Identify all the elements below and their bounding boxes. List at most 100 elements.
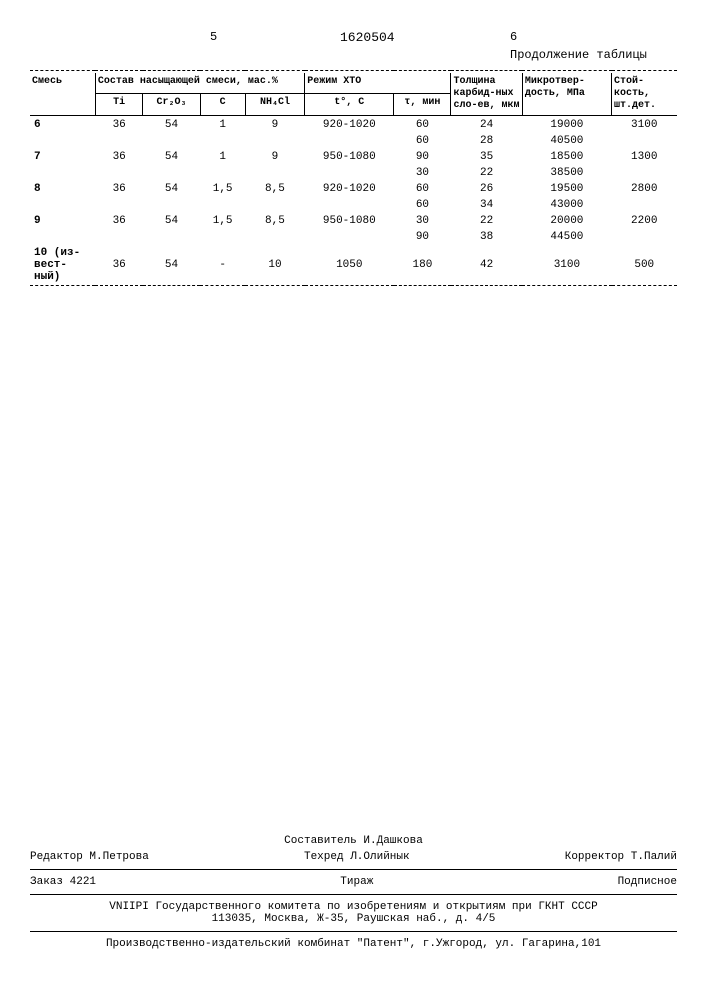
table-cell [305, 165, 394, 181]
order-row: Заказ 4221 Тираж Подписное [30, 876, 677, 888]
table-cell: 10 [245, 245, 304, 286]
table-cell: 60 [394, 133, 451, 149]
table-cell [200, 133, 245, 149]
table-cell: 24 [451, 117, 522, 133]
table-row: 602840500 [30, 133, 677, 149]
table-cell: 90 [394, 229, 451, 245]
table-cell [30, 229, 95, 245]
table-cell [143, 229, 200, 245]
podpisnoe: Подписное [618, 876, 677, 888]
table-cell: 1,5 [200, 213, 245, 229]
th-regime: Режим ХТО [305, 73, 451, 94]
table-cell: 1 [200, 117, 245, 133]
th-composition: Состав насыщающей смеси, мас.% [95, 73, 304, 94]
table-cell: 40500 [522, 133, 611, 149]
table-cell [30, 165, 95, 181]
credits-row: Редактор М.Петрова Техред Л.Олийнык Корр… [30, 851, 677, 863]
compiler-label: Составитель [284, 835, 357, 847]
table-cell: 42 [451, 245, 522, 286]
table-cell [30, 133, 95, 149]
th-c: C [200, 93, 245, 115]
table-cell: 30 [394, 213, 451, 229]
table-cell: 180 [394, 245, 451, 286]
table-cell [612, 197, 678, 213]
table-cell: 54 [143, 213, 200, 229]
th-microhardness: Микротвер-дость, МПа [522, 73, 611, 116]
table-cell: 1300 [612, 149, 678, 165]
th-temp: t°, С [305, 93, 394, 115]
table-cell: 36 [95, 149, 143, 165]
table-cell: 20000 [522, 213, 611, 229]
corrector-label: Корректор [565, 851, 624, 863]
table-cell [143, 133, 200, 149]
table-cell: 920-1020 [305, 181, 394, 197]
table-cell [200, 197, 245, 213]
th-cr2o3: Cr₂O₃ [143, 93, 200, 115]
tiraz: Тираж [340, 876, 373, 888]
page-col-left: 5 [210, 30, 217, 44]
table-cell [95, 133, 143, 149]
table-row: 936541,58,5950-10803022200002200 [30, 213, 677, 229]
table-cell: 54 [143, 117, 200, 133]
table-cell: - [200, 245, 245, 286]
table-cell [200, 165, 245, 181]
techred-name: Л.Олийнык [350, 851, 409, 863]
table-cell: 54 [143, 181, 200, 197]
table-row: 6365419920-10206024190003100 [30, 117, 677, 133]
table-cell [612, 229, 678, 245]
table-cell: 9 [30, 213, 95, 229]
page-col-right: 6 [510, 30, 517, 44]
table-cell: 30 [394, 165, 451, 181]
table-row: 10 (из-вест-ный)3654-101050180423100500 [30, 245, 677, 286]
table-cell [305, 133, 394, 149]
table-cell: 10 (из-вест-ный) [30, 245, 95, 286]
table-cell [245, 229, 304, 245]
table-cell: 44500 [522, 229, 611, 245]
table-cell: 43000 [522, 197, 611, 213]
compiler-name: И.Дашкова [363, 835, 422, 847]
table-cell: 2200 [612, 213, 678, 229]
page-footer: Составитель И.Дашкова Редактор М.Петрова… [30, 835, 677, 950]
table-cell: 1,5 [200, 181, 245, 197]
th-mix: Смесь [30, 73, 95, 116]
table-cell: 54 [143, 245, 200, 286]
table-cell: 7 [30, 149, 95, 165]
table-cell: 36 [95, 213, 143, 229]
table-row: 903844500 [30, 229, 677, 245]
table-cell: 1050 [305, 245, 394, 286]
table-cell [305, 229, 394, 245]
th-thickness: Толщина карбид-ных сло-ев, мкм [451, 73, 522, 116]
table-cell: 6 [30, 117, 95, 133]
th-time: τ, мин [394, 93, 451, 115]
data-table: Смесь Состав насыщающей смеси, мас.% Реж… [30, 70, 677, 288]
table-cell [30, 197, 95, 213]
table-row: 836541,58,5920-10206026195002800 [30, 181, 677, 197]
corrector-name: Т.Палий [631, 851, 677, 863]
publisher-line: Производственно-издательский комбинат "П… [30, 938, 677, 950]
table-cell: 90 [394, 149, 451, 165]
table-cell: 9 [245, 149, 304, 165]
table-cell [612, 165, 678, 181]
table-cell: 9 [245, 117, 304, 133]
table-cell: 8 [30, 181, 95, 197]
order-label: Заказ [30, 876, 63, 888]
th-durability: Стой-кость, шт.дет. [612, 73, 678, 116]
table-cell [95, 197, 143, 213]
editor-label: Редактор [30, 851, 83, 863]
table-cell: 18500 [522, 149, 611, 165]
table-cell: 8,5 [245, 213, 304, 229]
table-cell [245, 197, 304, 213]
order-num: 4221 [70, 876, 96, 888]
table-cell: 950-1080 [305, 149, 394, 165]
th-ti: Ti [95, 93, 143, 115]
table-cell [245, 133, 304, 149]
table-cell: 22 [451, 213, 522, 229]
table-cell: 19500 [522, 181, 611, 197]
table-cell: 26 [451, 181, 522, 197]
table-cell: 1 [200, 149, 245, 165]
table-cell: 60 [394, 181, 451, 197]
table-row: 7365419950-10809035185001300 [30, 149, 677, 165]
compiler-line: Составитель И.Дашкова [30, 835, 677, 847]
table-cell: 8,5 [245, 181, 304, 197]
table-cell: 60 [394, 117, 451, 133]
